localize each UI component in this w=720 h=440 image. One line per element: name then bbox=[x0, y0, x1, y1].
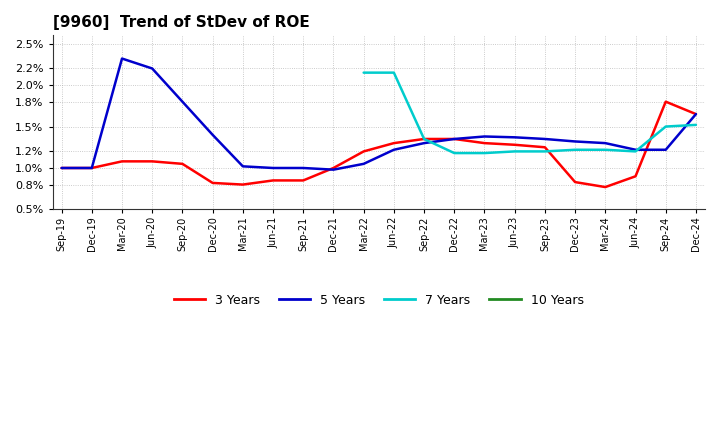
Line: 3 Years: 3 Years bbox=[62, 102, 696, 187]
5 Years bbox=[420, 140, 428, 146]
3 Years bbox=[692, 111, 701, 117]
5 Years bbox=[390, 147, 398, 152]
7 Years bbox=[601, 147, 610, 152]
3 Years bbox=[148, 159, 156, 164]
5 Years bbox=[269, 165, 277, 171]
7 Years bbox=[390, 70, 398, 75]
3 Years bbox=[208, 180, 217, 186]
3 Years bbox=[420, 136, 428, 142]
5 Years bbox=[631, 147, 640, 152]
5 Years bbox=[571, 139, 580, 144]
5 Years bbox=[329, 167, 338, 172]
Line: 7 Years: 7 Years bbox=[364, 73, 696, 153]
3 Years bbox=[571, 180, 580, 185]
3 Years bbox=[299, 178, 307, 183]
3 Years bbox=[541, 145, 549, 150]
7 Years bbox=[662, 124, 670, 129]
5 Years bbox=[238, 164, 247, 169]
5 Years bbox=[662, 147, 670, 152]
5 Years bbox=[148, 66, 156, 71]
7 Years bbox=[571, 147, 580, 152]
7 Years bbox=[450, 150, 459, 156]
5 Years bbox=[359, 161, 368, 166]
7 Years bbox=[541, 149, 549, 154]
5 Years bbox=[178, 99, 186, 104]
5 Years bbox=[692, 111, 701, 117]
3 Years bbox=[631, 174, 640, 179]
3 Years bbox=[480, 140, 489, 146]
5 Years bbox=[450, 136, 459, 142]
7 Years bbox=[359, 70, 368, 75]
5 Years bbox=[601, 140, 610, 146]
3 Years bbox=[450, 136, 459, 142]
3 Years bbox=[510, 142, 519, 147]
3 Years bbox=[178, 161, 186, 166]
7 Years bbox=[510, 149, 519, 154]
5 Years bbox=[208, 132, 217, 137]
3 Years bbox=[329, 165, 338, 171]
3 Years bbox=[390, 140, 398, 146]
3 Years bbox=[269, 178, 277, 183]
5 Years bbox=[299, 165, 307, 171]
5 Years bbox=[58, 165, 66, 171]
3 Years bbox=[662, 99, 670, 104]
3 Years bbox=[87, 165, 96, 171]
3 Years bbox=[359, 149, 368, 154]
5 Years bbox=[117, 56, 126, 61]
Line: 5 Years: 5 Years bbox=[62, 59, 696, 170]
3 Years bbox=[601, 184, 610, 190]
Text: [9960]  Trend of StDev of ROE: [9960] Trend of StDev of ROE bbox=[53, 15, 310, 30]
5 Years bbox=[541, 136, 549, 142]
7 Years bbox=[631, 149, 640, 154]
7 Years bbox=[692, 122, 701, 128]
3 Years bbox=[117, 159, 126, 164]
5 Years bbox=[480, 134, 489, 139]
7 Years bbox=[420, 136, 428, 142]
7 Years bbox=[480, 150, 489, 156]
Legend: 3 Years, 5 Years, 7 Years, 10 Years: 3 Years, 5 Years, 7 Years, 10 Years bbox=[169, 289, 588, 312]
5 Years bbox=[510, 135, 519, 140]
3 Years bbox=[238, 182, 247, 187]
3 Years bbox=[58, 165, 66, 171]
5 Years bbox=[87, 165, 96, 171]
